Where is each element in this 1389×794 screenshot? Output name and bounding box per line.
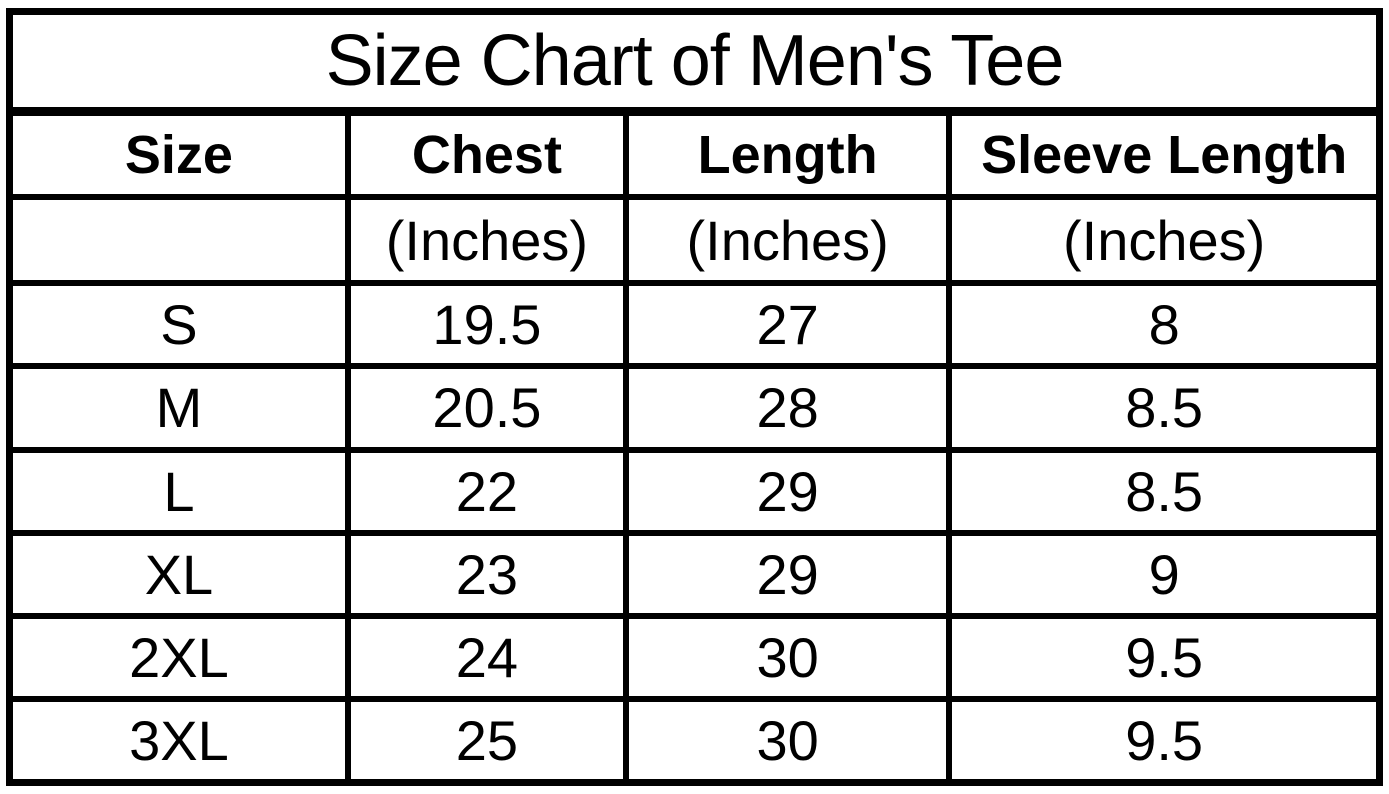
column-header-length: Length (622, 108, 953, 201)
cell-size: XL (6, 529, 351, 619)
cell-length: 29 (622, 446, 953, 536)
table-row-s: S 19.5 27 8 (6, 280, 1383, 370)
cell-chest: 23 (344, 529, 629, 619)
table-row-m: M 20.5 28 8.5 (6, 363, 1383, 453)
cell-length: 30 (622, 695, 953, 786)
title-row: Size Chart of Men's Tee (6, 8, 1383, 117)
cell-sleeve-length: 8 (946, 280, 1383, 370)
cell-sleeve-length: 8.5 (946, 446, 1383, 536)
cell-chest: 19.5 (344, 280, 629, 370)
units-cell-sleeve-length: (Inches) (946, 194, 1383, 287)
cell-length: 29 (622, 529, 953, 619)
cell-length: 28 (622, 363, 953, 453)
cell-sleeve-length: 8.5 (946, 363, 1383, 453)
cell-size: 2XL (6, 612, 351, 702)
cell-length: 27 (622, 280, 953, 370)
table-row-xl: XL 23 29 9 (6, 529, 1383, 619)
size-chart-table: Size Chart of Men's Tee Size Chest Lengt… (6, 8, 1383, 786)
cell-size: M (6, 363, 351, 453)
column-header-chest: Chest (344, 108, 629, 201)
table-row-3xl: 3XL 25 30 9.5 (6, 695, 1383, 786)
units-cell-length: (Inches) (622, 194, 953, 287)
cell-sleeve-length: 9 (946, 529, 1383, 619)
header-row: Size Chest Length Sleeve Length (6, 108, 1383, 201)
cell-sleeve-length: 9.5 (946, 612, 1383, 702)
column-header-size: Size (6, 108, 351, 201)
cell-sleeve-length: 9.5 (946, 695, 1383, 786)
cell-size: S (6, 280, 351, 370)
column-header-sleeve-length: Sleeve Length (946, 108, 1383, 201)
cell-size: 3XL (6, 695, 351, 786)
units-cell-chest: (Inches) (344, 194, 629, 287)
page-title: Size Chart of Men's Tee (6, 8, 1383, 117)
cell-chest: 20.5 (344, 363, 629, 453)
units-row: (Inches) (Inches) (Inches) (6, 194, 1383, 287)
cell-chest: 25 (344, 695, 629, 786)
table-row-l: L 22 29 8.5 (6, 446, 1383, 536)
cell-chest: 24 (344, 612, 629, 702)
cell-length: 30 (622, 612, 953, 702)
table-row-2xl: 2XL 24 30 9.5 (6, 612, 1383, 702)
cell-size: L (6, 446, 351, 536)
units-cell-size (6, 194, 351, 287)
cell-chest: 22 (344, 446, 629, 536)
